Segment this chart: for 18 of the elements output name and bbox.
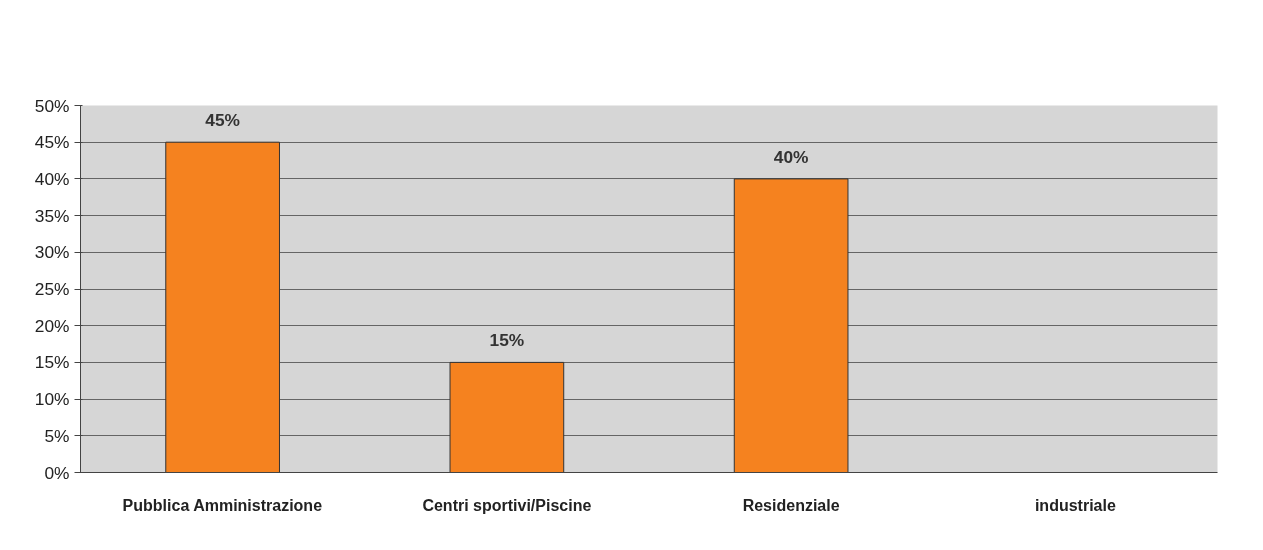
y-tick-label: 45% xyxy=(34,132,70,153)
y-tick-label: 25% xyxy=(34,279,70,299)
x-tick-label: industriale xyxy=(1034,496,1116,514)
y-tick-label: 10% xyxy=(34,389,70,410)
data-label: 15% xyxy=(489,330,525,351)
y-tick-label: 30% xyxy=(34,242,70,263)
y-tick-label: 50% xyxy=(34,95,70,116)
x-tick-label: Residenziale xyxy=(742,496,840,514)
y-tick-label: 35% xyxy=(34,205,70,226)
data-label: 45% xyxy=(205,110,240,131)
y-tick-label: 20% xyxy=(34,315,70,336)
x-tick-label: Centri sportivi/Piscine xyxy=(422,496,592,514)
y-tick-label: 15% xyxy=(34,352,70,373)
y-tick-label: 40% xyxy=(34,168,70,189)
y-tick-label: 0% xyxy=(44,462,70,483)
x-tick-label: Pubblica Amministrazione xyxy=(122,496,323,514)
y-tick-label: 5% xyxy=(44,425,70,446)
data-label: 40% xyxy=(773,146,809,167)
